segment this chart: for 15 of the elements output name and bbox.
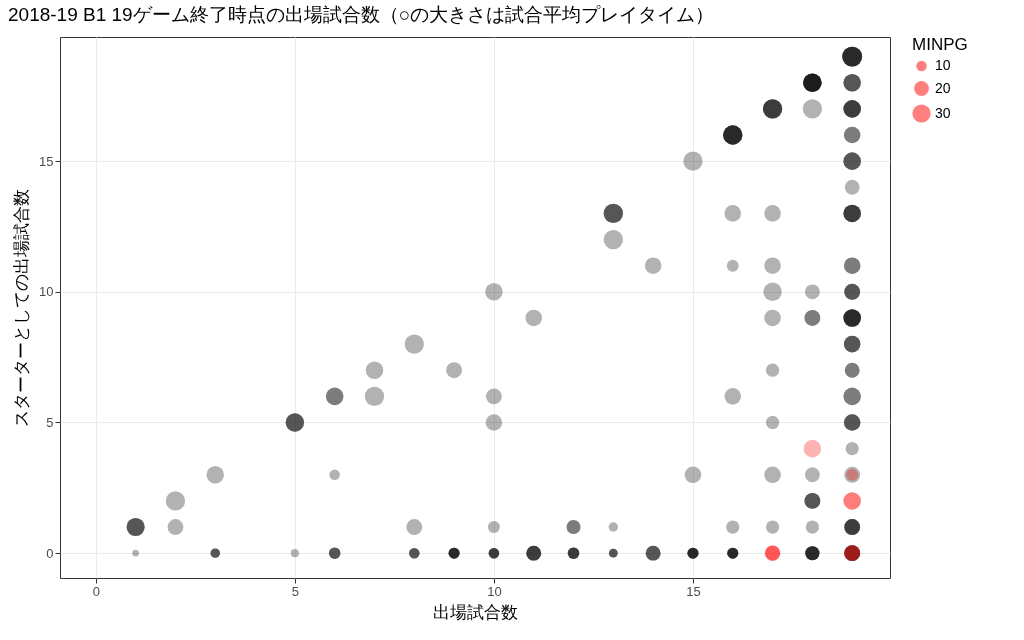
chart-title: 2018-19 B1 19ゲーム終了時点の出場試合数（○の大きさは試合平均プレイタイム）	[8, 4, 715, 25]
x-tick-label: 10	[487, 583, 502, 599]
x-tick-label: 15	[686, 583, 701, 599]
x-axis-title: 出場試合数	[433, 602, 518, 622]
y-tick-label: 0	[46, 545, 54, 561]
y-tick-label: 15	[39, 153, 54, 169]
y-tick-label: 10	[39, 284, 54, 300]
x-tick-label: 5	[291, 583, 299, 599]
legend-label: 20	[935, 79, 951, 96]
legend-title: MINPG	[912, 35, 968, 54]
legend-label: 30	[935, 104, 951, 121]
x-tick-label: 0	[92, 583, 100, 599]
y-tick-label: 5	[46, 415, 54, 430]
y-axis-title: スターターとしての出場試合数	[12, 189, 32, 427]
legend-label: 10	[935, 57, 951, 73]
